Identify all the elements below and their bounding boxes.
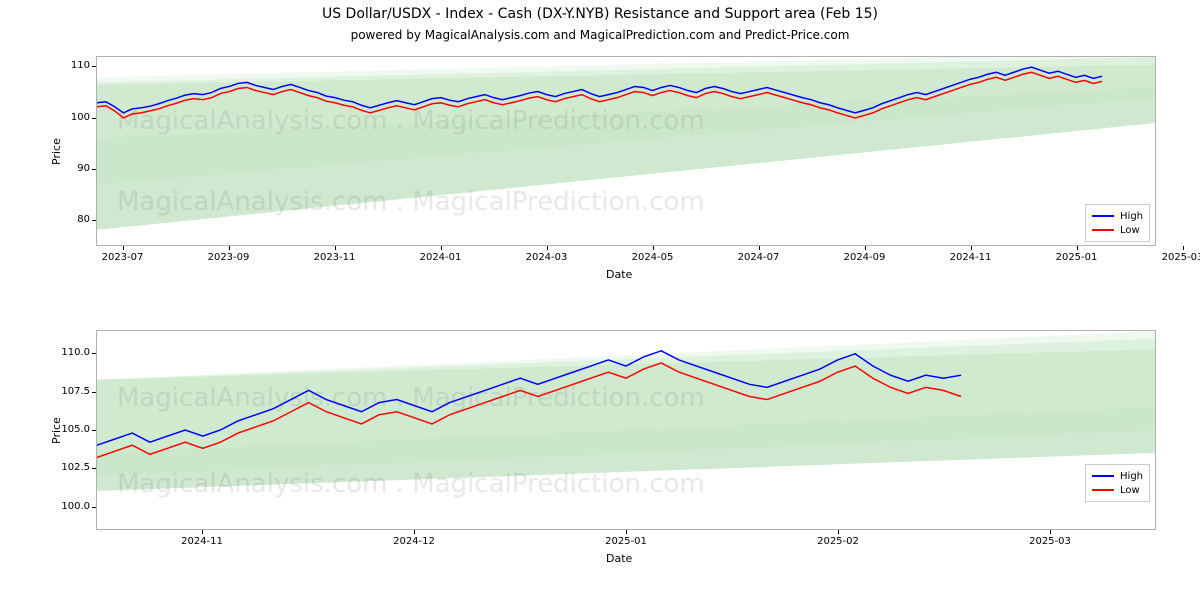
x-tick-mark: [1183, 246, 1184, 250]
x-tick-mark: [441, 246, 442, 250]
y-tick-mark: [92, 353, 96, 354]
figure: US Dollar/USDX - Index - Cash (DX-Y.NYB)…: [0, 0, 1200, 600]
x-tick: 2024-03: [519, 252, 575, 263]
legend: High Low: [1085, 204, 1150, 242]
legend-item: Low: [1092, 483, 1143, 497]
x-tick-mark: [547, 246, 548, 250]
y-tick: 102.5: [50, 462, 90, 473]
figure-title: US Dollar/USDX - Index - Cash (DX-Y.NYB)…: [0, 6, 1200, 22]
x-axis-label: Date: [606, 552, 632, 565]
x-tick: 2023-11: [307, 252, 363, 263]
plot-area: [97, 57, 1155, 245]
y-axis-label: Price: [50, 417, 63, 444]
legend-label: Low: [1120, 225, 1140, 236]
x-tick-mark: [971, 246, 972, 250]
x-tick-mark: [838, 530, 839, 534]
x-tick: 2025-01: [598, 536, 654, 547]
x-tick-mark: [202, 530, 203, 534]
legend-item: High: [1092, 469, 1143, 483]
x-tick: 2023-09: [201, 252, 257, 263]
y-tick: 80: [50, 214, 90, 225]
x-tick-mark: [123, 246, 124, 250]
legend-swatch: [1092, 215, 1114, 217]
x-tick-mark: [653, 246, 654, 250]
chart-panel-bottom: MagicalAnalysis.com . MagicalPrediction.…: [96, 330, 1156, 530]
x-tick: 2024-09: [837, 252, 893, 263]
legend-label: Low: [1120, 485, 1140, 496]
y-tick-mark: [92, 118, 96, 119]
x-axis-label: Date: [606, 268, 632, 281]
x-tick-mark: [759, 246, 760, 250]
x-tick-mark: [229, 246, 230, 250]
y-tick-mark: [92, 468, 96, 469]
x-tick-mark: [626, 530, 627, 534]
y-tick-mark: [92, 392, 96, 393]
y-tick-mark: [92, 430, 96, 431]
x-tick: 2024-11: [174, 536, 230, 547]
y-tick: 110.0: [50, 347, 90, 358]
x-tick-mark: [865, 246, 866, 250]
x-tick: 2023-07: [95, 252, 151, 263]
legend-label: High: [1120, 471, 1143, 482]
legend-swatch: [1092, 475, 1114, 477]
y-tick-mark: [92, 169, 96, 170]
x-tick-mark: [1077, 246, 1078, 250]
x-tick: 2025-03: [1022, 536, 1078, 547]
legend-label: High: [1120, 211, 1143, 222]
x-tick-mark: [414, 530, 415, 534]
x-tick: 2024-05: [625, 252, 681, 263]
legend-item: Low: [1092, 223, 1143, 237]
x-tick: 2024-07: [731, 252, 787, 263]
y-tick: 100.0: [50, 501, 90, 512]
x-tick: 2025-03: [1155, 252, 1200, 263]
y-tick-mark: [92, 507, 96, 508]
x-tick: 2025-01: [1049, 252, 1105, 263]
y-tick: 110: [50, 60, 90, 71]
y-tick: 107.5: [50, 386, 90, 397]
x-tick: 2024-12: [386, 536, 442, 547]
x-tick: 2024-11: [943, 252, 999, 263]
x-tick-mark: [1050, 530, 1051, 534]
x-tick: 2024-01: [413, 252, 469, 263]
plot-area: [97, 331, 1155, 529]
legend-item: High: [1092, 209, 1143, 223]
x-tick-mark: [335, 246, 336, 250]
x-tick: 2025-02: [810, 536, 866, 547]
y-tick: 100: [50, 112, 90, 123]
legend: High Low: [1085, 464, 1150, 502]
chart-panel-top: MagicalAnalysis.com . MagicalPrediction.…: [96, 56, 1156, 246]
y-axis-label: Price: [50, 138, 63, 165]
legend-swatch: [1092, 229, 1114, 231]
figure-subtitle: powered by MagicalAnalysis.com and Magic…: [0, 28, 1200, 42]
legend-swatch: [1092, 489, 1114, 491]
y-tick-mark: [92, 220, 96, 221]
y-tick-mark: [92, 66, 96, 67]
